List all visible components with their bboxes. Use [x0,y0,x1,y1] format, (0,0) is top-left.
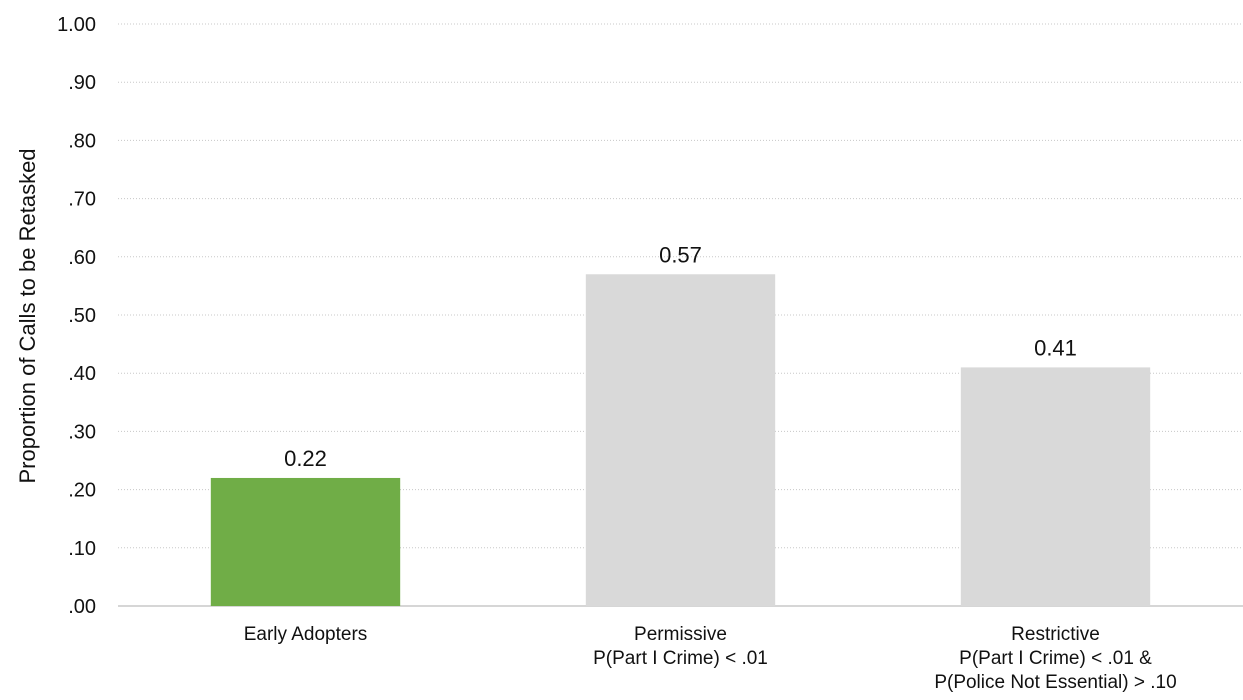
bar [960,367,1151,606]
y-tick-label: .10 [68,538,96,560]
y-axis-title: Proportion of Calls to be Retasked [15,148,40,483]
y-tick-label: .40 [68,363,96,385]
x-tick-label: Early Adopters [244,624,368,645]
y-tick-label: .70 [68,189,96,211]
y-tick-label: .00 [68,596,96,618]
x-tick-label: P(Part I Crime) < .01 [593,648,768,669]
data-label: 0.57 [659,242,702,267]
data-label: 0.41 [1034,335,1077,360]
y-tick-label: 1.00 [57,14,96,36]
bar [585,274,776,606]
bar [210,477,401,606]
x-tick-label: Restrictive [1011,624,1100,645]
x-tick-label: P(Police Not Essential) > .10 [934,672,1176,693]
y-tick-label: .80 [68,130,96,152]
y-tick-label: .20 [68,480,96,502]
x-tick-label: P(Part I Crime) < .01 & [959,648,1152,669]
y-tick-label: .50 [68,305,96,327]
y-tick-label: .60 [68,247,96,269]
y-tick-label: .30 [68,421,96,443]
x-tick-label: Permissive [634,624,727,645]
y-tick-label: .90 [68,72,96,94]
data-label: 0.22 [284,446,327,471]
